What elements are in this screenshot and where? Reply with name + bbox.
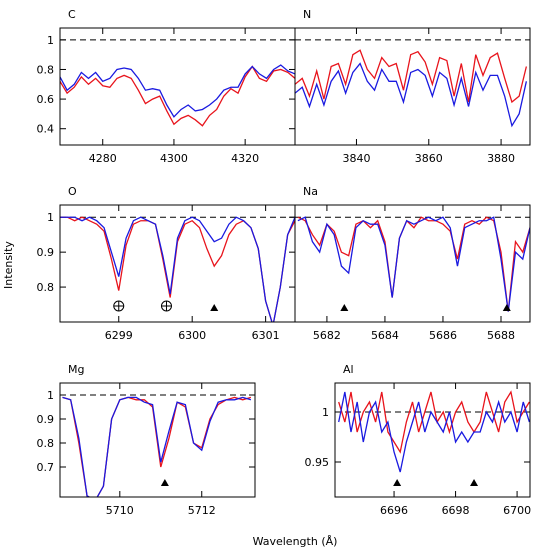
x-tick-label: 6700 [503, 504, 531, 517]
panel: Mg 5710 5712 0.7 0.8 0.9 1 [37, 363, 256, 517]
line-marker [210, 304, 219, 311]
x-tick-label: 4300 [160, 152, 188, 165]
plot-frame [334, 382, 531, 498]
telluric-marker [113, 300, 125, 312]
panel-title: Mg [68, 363, 84, 376]
y-tick-label: 0.95 [305, 456, 330, 469]
y-tick-label: 1 [47, 34, 54, 47]
x-tick-label: 5682 [313, 329, 341, 342]
panel: C 4280 4300 4320 0.4 0.6 0.8 1 [37, 8, 296, 165]
spectrum-line [62, 396, 252, 497]
y-tick-label: 1 [47, 211, 54, 224]
x-tick-label: 6301 [252, 329, 280, 342]
x-tick-label: 4320 [231, 152, 259, 165]
x-tick-label: 5686 [429, 329, 457, 342]
x-tick-label: 5688 [487, 329, 515, 342]
spectrum-line [338, 390, 530, 454]
y-tick-label: 0.9 [37, 246, 55, 259]
panel: N 3840 3860 3880 [294, 8, 531, 165]
x-tick-label: 5684 [371, 329, 399, 342]
x-tick-label: 6299 [105, 329, 133, 342]
panel-title: O [68, 185, 77, 198]
x-tick-label: 6698 [442, 504, 470, 517]
line-marker [160, 479, 169, 486]
spectrum-line [297, 216, 530, 312]
x-axis-label: Wavelength (Å) [253, 535, 338, 548]
y-tick-label: 0.4 [37, 123, 55, 136]
x-tick-label: 5712 [188, 504, 216, 517]
y-tick-label: 1 [322, 406, 329, 419]
plot-frame [294, 27, 531, 146]
x-tick-label: 3840 [342, 152, 370, 165]
line-marker [340, 304, 349, 311]
plot-frame [294, 204, 531, 323]
y-tick-label: 0.8 [37, 281, 55, 294]
panel-title: N [303, 8, 311, 21]
line-marker [502, 304, 511, 311]
y-tick-label: 0.8 [37, 63, 55, 76]
spectrum-line [297, 216, 530, 312]
spectrum-line [295, 62, 528, 128]
panel-title: C [68, 8, 76, 21]
spectrum-line [60, 216, 295, 322]
panel: Na 5682 5684 5686 5688 [294, 185, 531, 342]
spectrum-line [62, 396, 252, 497]
spectrum-line [60, 64, 295, 118]
y-axis-label: Intensity [2, 241, 15, 289]
line-marker [470, 479, 479, 486]
x-tick-label: 3860 [415, 152, 443, 165]
panel: O 6299 6300 6301 0.8 0.9 1 [37, 185, 296, 342]
plot-frame [59, 27, 296, 146]
spectrum-line [295, 49, 528, 104]
y-tick-label: 0.9 [37, 413, 55, 426]
panel: Al 6696 6698 6700 0.95 1 [305, 363, 532, 517]
y-tick-label: 0.8 [37, 437, 55, 450]
x-tick-label: 3880 [487, 152, 515, 165]
y-tick-label: 1 [47, 389, 54, 402]
x-tick-label: 5710 [106, 504, 134, 517]
x-tick-label: 4280 [89, 152, 117, 165]
y-tick-label: 0.6 [37, 93, 55, 106]
telluric-marker [160, 300, 172, 312]
line-marker [393, 479, 402, 486]
panel-title: Na [303, 185, 318, 198]
spectrum-line [338, 391, 530, 473]
spectrum-line [60, 216, 295, 322]
panel-title: Al [343, 363, 354, 376]
x-tick-label: 6300 [178, 329, 206, 342]
y-tick-label: 0.7 [37, 461, 55, 474]
plot-frame [59, 382, 256, 498]
x-tick-label: 6696 [380, 504, 408, 517]
spectrum-line [60, 65, 295, 127]
